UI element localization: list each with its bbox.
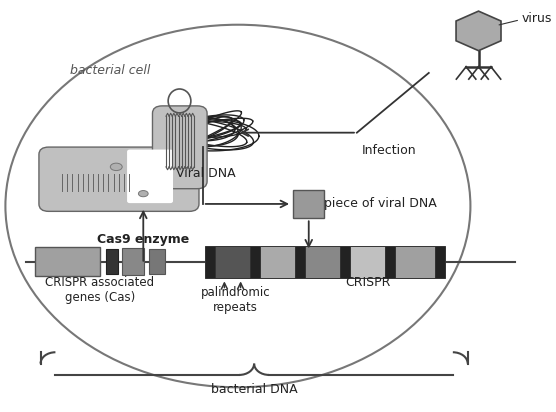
Bar [395, 246, 435, 278]
Ellipse shape [110, 163, 122, 171]
Text: bacterial cell: bacterial cell [70, 63, 151, 77]
Bar [215, 246, 250, 278]
Bar [340, 246, 350, 278]
Bar [206, 246, 215, 278]
Text: Infection: Infection [362, 144, 416, 157]
Text: CRISPR associated
genes (Cas): CRISPR associated genes (Cas) [46, 276, 155, 304]
Bar [149, 249, 166, 274]
Bar [350, 246, 385, 278]
Bar [250, 246, 260, 278]
Text: Cas9 enzyme: Cas9 enzyme [97, 233, 190, 246]
Bar [435, 246, 445, 278]
FancyBboxPatch shape [39, 147, 199, 211]
FancyBboxPatch shape [127, 150, 173, 203]
Bar [106, 249, 118, 274]
Polygon shape [456, 11, 501, 51]
Text: virus: virus [522, 12, 552, 25]
Ellipse shape [138, 191, 148, 197]
Text: piece of viral DNA: piece of viral DNA [324, 197, 437, 211]
Text: CRISPR: CRISPR [345, 276, 390, 289]
Bar [293, 190, 324, 218]
Bar [385, 246, 395, 278]
FancyBboxPatch shape [152, 106, 207, 189]
Bar [260, 246, 295, 278]
Bar [295, 246, 305, 278]
Bar [122, 248, 144, 275]
Bar [305, 246, 340, 278]
Text: bacterial DNA: bacterial DNA [211, 383, 297, 396]
Text: palindromic
repeats: palindromic repeats [200, 286, 270, 314]
Bar [35, 247, 100, 276]
Text: Viral DNA: Viral DNA [176, 167, 235, 180]
